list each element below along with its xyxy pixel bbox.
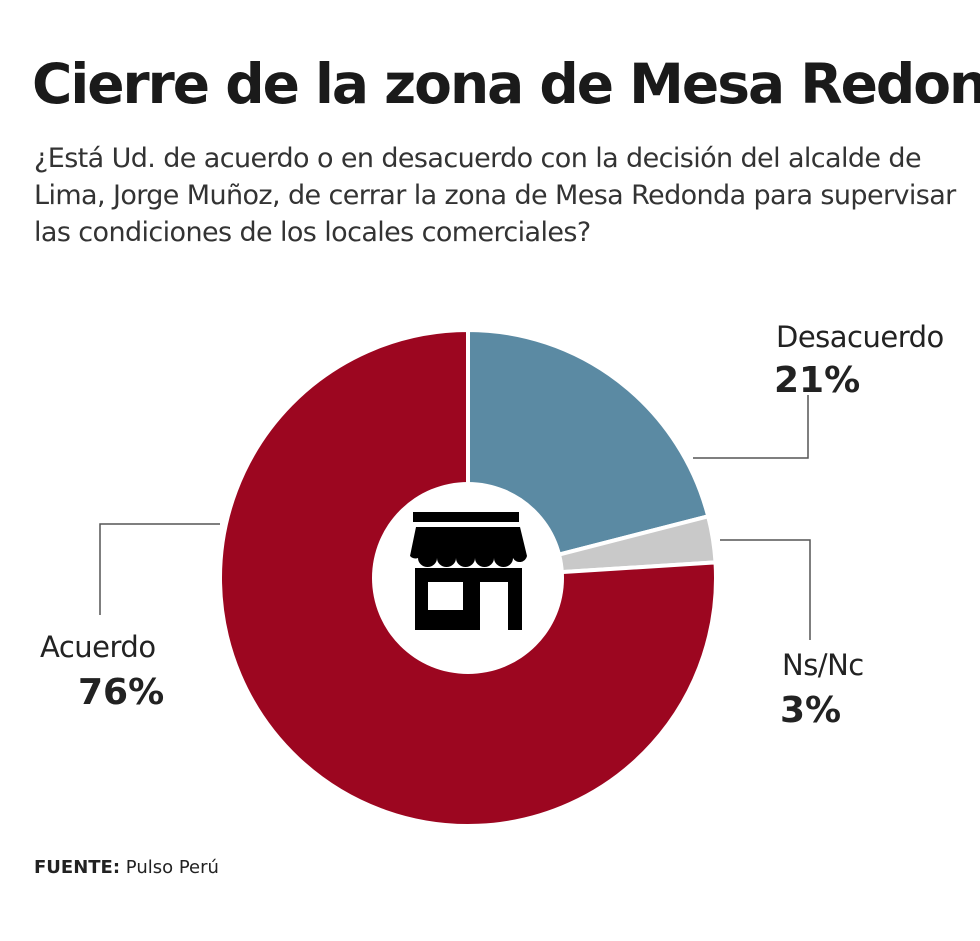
chart-subtitle: ¿Está Ud. de acuerdo o en desacuerdo con…	[34, 143, 956, 248]
source-value: Pulso Perú	[125, 857, 219, 878]
leader-line-acuerdo	[99, 523, 220, 615]
leader-lines	[99, 395, 811, 640]
source-note: FUENTE: Pulso Perú	[34, 857, 219, 878]
value-acuerdo: 76%	[78, 672, 165, 713]
value-nsnc: 3%	[780, 690, 842, 731]
label-acuerdo: Acuerdo	[40, 630, 156, 664]
value-desacuerdo: 21%	[774, 360, 861, 401]
label-desacuerdo: Desacuerdo	[776, 320, 944, 354]
source-label: FUENTE:	[34, 857, 121, 878]
leader-line-nsnc	[720, 539, 811, 640]
leader-line-desacuerdo	[693, 395, 809, 459]
chart-title: Cierre de la zona de Mesa Redonda	[32, 52, 980, 116]
storefront-icon	[410, 512, 527, 630]
label-nsnc: Ns/Nc	[782, 648, 864, 682]
